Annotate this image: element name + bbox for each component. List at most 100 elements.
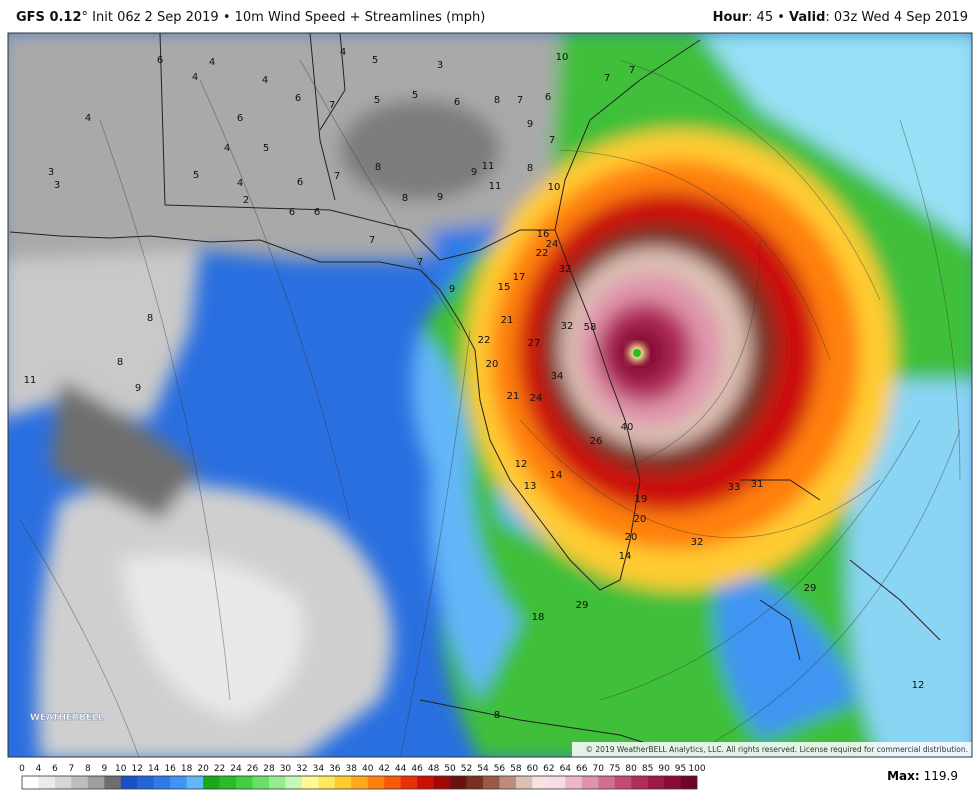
wind-label: 11 (489, 181, 502, 192)
wind-label: 9 (471, 167, 477, 178)
colorbar-label: 75 (609, 764, 620, 774)
wind-label: 6 (295, 93, 301, 104)
wind-label: 24 (546, 239, 559, 250)
colorbar-label: 0 (19, 764, 25, 774)
colorbar-label: 36 (329, 764, 341, 774)
colorbar-segment (71, 776, 89, 789)
wind-label: 4 (340, 47, 346, 58)
colorbar-label: 56 (494, 764, 506, 774)
wind-label: 3 (48, 167, 54, 178)
wind-label: 7 (329, 100, 335, 111)
wind-label: 20 (625, 532, 638, 543)
wind-label: 22 (478, 335, 491, 346)
wind-label: 9 (527, 119, 533, 130)
wind-label: 11 (24, 375, 37, 386)
wind-label: 7 (334, 171, 340, 182)
wind-label: 7 (517, 95, 523, 106)
colorbar-segment (104, 776, 122, 789)
copyright-bg (572, 742, 972, 757)
wind-label: 10 (548, 182, 561, 193)
map-frame (7, 32, 973, 758)
copyright: © 2019 WeatherBELL Analytics, LLC. All r… (586, 745, 968, 754)
colorbar-label: 26 (247, 764, 259, 774)
colorbar-segment (581, 776, 599, 789)
colorbar-label: 42 (378, 764, 389, 774)
wind-label: 21 (501, 315, 514, 326)
model-name: GFS 0.12 (16, 10, 82, 25)
wind-label: 8 (527, 163, 533, 174)
wind-label: 4 (209, 57, 215, 68)
colorbar-label: 6 (52, 764, 58, 774)
colorbar-segment (38, 776, 56, 789)
title-text: ° Init 06z 2 Sep 2019 • 10m Wind Speed +… (82, 10, 486, 25)
wind-label: 15 (498, 282, 511, 293)
colorbar-label: 50 (444, 764, 456, 774)
wind-label: 11 (482, 161, 495, 172)
valid-text: : 03z Wed 4 Sep 2019 (825, 10, 968, 25)
colorbar-segment (252, 776, 270, 789)
colorbar-label: 46 (411, 764, 423, 774)
colorbar-segment (433, 776, 451, 789)
logo: WEATHERBELL (30, 713, 104, 723)
colorbar-segment (515, 776, 533, 789)
wind-label: 9 (437, 192, 443, 203)
colorbar-segment (565, 776, 583, 789)
colorbar-label: 18 (181, 764, 193, 774)
colorbar-segment (400, 776, 418, 789)
colorbar-label: 48 (428, 764, 440, 774)
wind-label: 10 (556, 52, 569, 63)
wind-label: 7 (549, 135, 555, 146)
colorbar-label: 9 (101, 764, 107, 774)
wind-label: 5 (263, 143, 269, 154)
wind-label: 18 (532, 612, 545, 623)
colorbar-segment (499, 776, 517, 789)
colorbar-label: 100 (688, 764, 705, 774)
colorbar-segment (367, 776, 385, 789)
colorbar-label: 24 (230, 764, 242, 774)
colorbar-label: 34 (313, 764, 325, 774)
colorbar-label: 58 (510, 764, 522, 774)
colorbar-segment (318, 776, 336, 789)
colorbar-label: 30 (280, 764, 292, 774)
colorbar-label: 8 (85, 764, 91, 774)
colorbar-label: 38 (346, 764, 358, 774)
wind-label: 4 (237, 178, 243, 189)
wind-label: 5 (374, 95, 380, 106)
colorbar-label: 40 (362, 764, 374, 774)
wind-label: 7 (417, 257, 423, 268)
wind-label: 3 (54, 180, 60, 191)
colorbar-label: 60 (527, 764, 539, 774)
wind-label: 21 (507, 391, 520, 402)
wind-label: 58 (584, 322, 597, 333)
wind-label: 22 (536, 248, 549, 259)
wind-label: 6 (454, 97, 460, 108)
max-value: 119.9 (924, 769, 958, 783)
wind-label: 29 (576, 600, 589, 611)
colorbar-label: 44 (395, 764, 407, 774)
colorbar-segment (137, 776, 155, 789)
colorbar-segment (334, 776, 352, 789)
max: Max: 119.9 (887, 769, 958, 783)
colorbar-label: 4 (36, 764, 42, 774)
header-title: GFS 0.12° Init 06z 2 Sep 2019 • 10m Wind… (16, 10, 485, 25)
colorbar-segment (153, 776, 171, 789)
colorbar-label: 90 (658, 764, 670, 774)
wind-label: 32 (561, 321, 574, 332)
colorbar-label: 14 (148, 764, 160, 774)
colorbar-label: 95 (675, 764, 686, 774)
wind-label: 6 (289, 207, 295, 218)
colorbar-frame (21, 775, 698, 790)
wind-label: 8 (117, 357, 123, 368)
colorbar-segment (236, 776, 253, 789)
colorbar-segment (351, 776, 369, 789)
colorbar-label: 52 (461, 764, 472, 774)
wind-label: 5 (412, 90, 418, 101)
wind-label: 5 (372, 55, 378, 66)
colorbar-label: 70 (592, 764, 604, 774)
colorbar-label: 62 (543, 764, 554, 774)
colorbar-label: 80 (625, 764, 637, 774)
wind-label: 34 (551, 371, 564, 382)
wind-label: 9 (449, 284, 455, 295)
